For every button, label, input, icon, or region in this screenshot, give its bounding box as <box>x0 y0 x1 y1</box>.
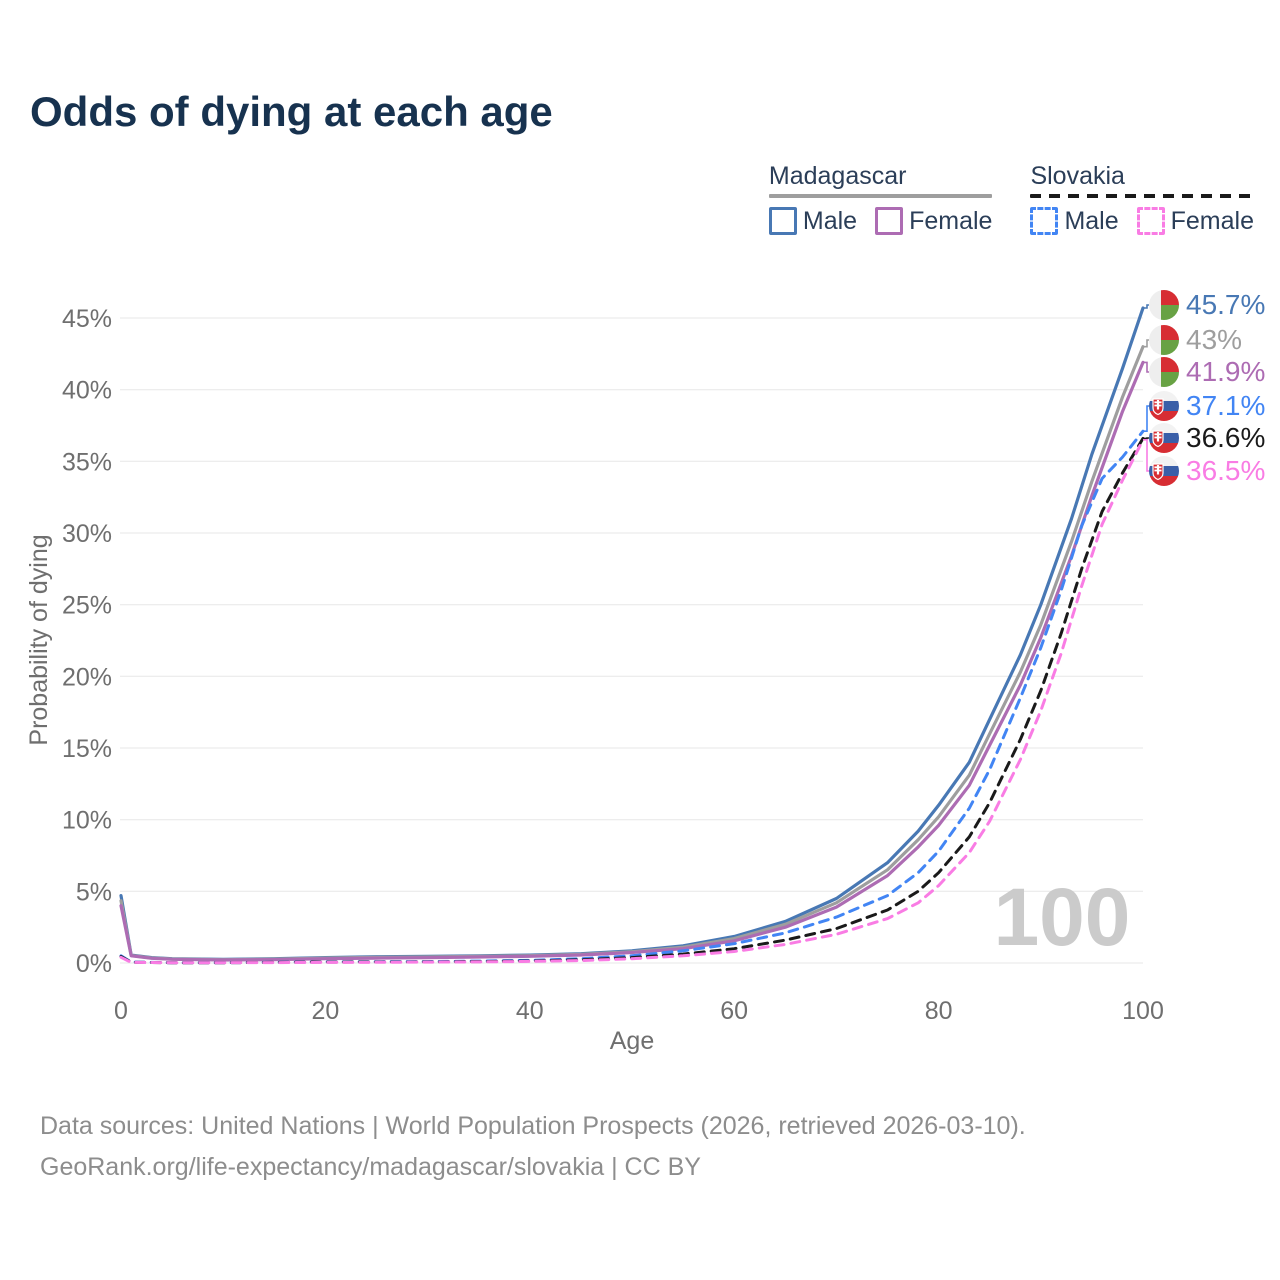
leader-line <box>1143 405 1149 432</box>
y-tick-label: 20% <box>62 663 112 691</box>
gridlines <box>120 317 1143 964</box>
x-axis-title: Age <box>610 1027 654 1055</box>
y-tick-labels: 0% 5% 10% 15% 20% 25% 30% 35% 40% 45% <box>62 305 112 978</box>
x-tick-label: 40 <box>516 997 544 1025</box>
x-tick-label: 60 <box>720 997 748 1025</box>
data-sources-text: Data sources: United Nations | World Pop… <box>40 1112 1026 1140</box>
x-tick-label: 80 <box>925 997 953 1025</box>
y-tick-label: 5% <box>76 878 112 906</box>
end-labels: 45.7% 43% 41.9% 37.1% 36.6% 36.5% <box>1143 289 1265 486</box>
end-value-label: 45.7% <box>1186 289 1265 320</box>
madagascar-line-style-swatch <box>768 193 993 198</box>
legend-group-madagascar: Madagascar Male Female <box>768 162 993 236</box>
leader-line <box>1143 304 1149 309</box>
series-lines <box>119 306 1145 965</box>
line-madagascar-both <box>119 345 1145 962</box>
legend-group-slovakia: Slovakia Male Female <box>1030 162 1254 236</box>
footer-attribution: Data sources: United Nations | World Pop… <box>40 1106 1240 1188</box>
slovakia-flag-icon <box>1149 391 1179 421</box>
x-tick-label: 100 <box>1122 997 1164 1025</box>
page-title: Odds of dying at each age <box>30 88 553 135</box>
legend-item-label: Male <box>802 206 858 235</box>
x-tick-labels: 0 20 40 60 80 100 <box>114 997 1164 1025</box>
legend-item-madagascar-female[interactable]: Female <box>875 207 992 236</box>
x-tick-label: 20 <box>311 997 339 1025</box>
line-slovakia-male <box>119 429 1145 965</box>
madagascar-flag-icon <box>1149 357 1179 387</box>
y-tick-label: 45% <box>62 305 112 333</box>
y-axis-title: Probability of dying <box>25 534 53 745</box>
madagascar-female-swatch-icon <box>875 207 904 236</box>
slovakia-flag-icon <box>1149 456 1179 486</box>
source-url-text: GeoRank.org/life-expectancy/madagascar/s… <box>40 1153 701 1181</box>
leader-line <box>1143 339 1149 348</box>
slovakia-female-swatch-icon <box>1136 207 1165 236</box>
leader-line <box>1143 361 1149 373</box>
legend: Madagascar Male Female Slovakia Male <box>768 162 1254 236</box>
y-tick-label: 25% <box>62 592 112 620</box>
y-tick-label: 40% <box>62 377 112 405</box>
legend-item-slovakia-male[interactable]: Male <box>1030 206 1119 236</box>
madagascar-male-swatch-icon <box>768 207 797 236</box>
end-value-label: 36.6% <box>1186 422 1265 453</box>
slovakia-male-swatch-icon <box>1030 207 1059 236</box>
line-madagascar-female <box>119 360 1145 962</box>
slovakia-line-style-swatch <box>1030 193 1254 198</box>
legend-group-title: Slovakia <box>1030 162 1125 190</box>
age-watermark: 100 <box>994 872 1131 963</box>
y-tick-label: 15% <box>62 735 112 763</box>
end-value-label: 37.1% <box>1186 390 1265 421</box>
legend-item-label: Female <box>909 206 993 235</box>
y-tick-label: 0% <box>76 950 112 978</box>
legend-item-label: Female <box>1170 206 1254 235</box>
end-value-label: 41.9% <box>1186 356 1265 387</box>
end-value-label: 43% <box>1186 324 1242 355</box>
y-tick-label: 30% <box>62 520 112 548</box>
legend-item-slovakia-female[interactable]: Female <box>1136 206 1254 236</box>
legend-group-title: Madagascar <box>768 162 907 190</box>
madagascar-flag-icon <box>1149 290 1179 320</box>
x-tick-label: 0 <box>114 997 128 1025</box>
legend-item-madagascar-male[interactable]: Male <box>768 206 858 236</box>
madagascar-flag-icon <box>1149 325 1179 355</box>
line-slovakia-both <box>119 436 1145 965</box>
legend-item-label: Male <box>1064 206 1119 235</box>
line-slovakia-female <box>119 438 1145 965</box>
y-tick-label: 35% <box>62 448 112 476</box>
end-value-label: 36.5% <box>1186 455 1265 486</box>
slovakia-flag-icon <box>1149 423 1179 453</box>
leader-line <box>1143 439 1149 472</box>
line-madagascar-male <box>119 306 1145 961</box>
y-tick-label: 10% <box>62 807 112 835</box>
